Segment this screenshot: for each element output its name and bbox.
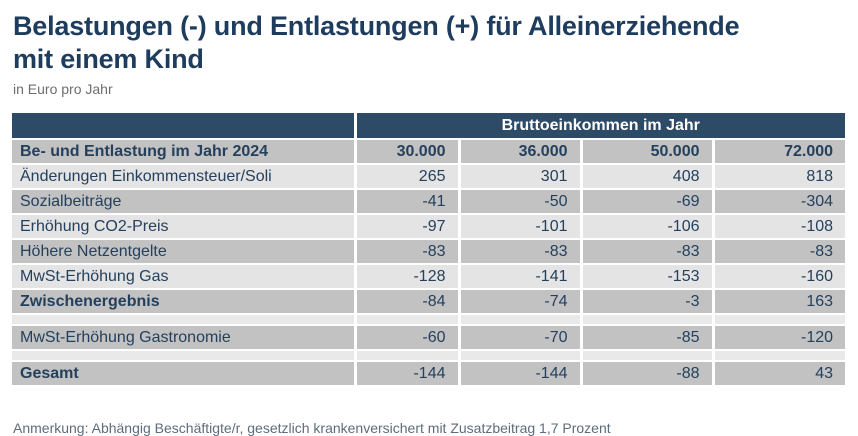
row-value: -144 [355,361,461,387]
row-value: 43 [713,361,846,387]
row-label: MwSt-Erhöhung Gas [12,264,357,290]
row-value: -50 [459,189,583,215]
spacer-cell [459,350,583,362]
row-value: -83 [581,239,715,265]
row-value: -108 [713,214,846,240]
table-row: Zwischenergebnis -84 -74 -3 163 [12,289,846,315]
table-row: Sozialbeiträge -41 -50 -69 -304 [12,189,846,215]
spacer-cell [12,350,357,362]
row-value: -83 [713,239,846,265]
row-label: Erhöhung CO2-Preis [12,214,357,240]
spacer-cell [459,314,583,326]
data-table: Bruttoeinkommen im Jahr Be- und Entlastu… [12,113,846,387]
spacer-cell [355,350,461,362]
row-value: -41 [355,189,461,215]
spacer-cell [713,350,846,362]
row-value: -60 [355,325,461,351]
row-label: Zwischenergebnis [12,289,357,315]
row-value: -74 [459,289,583,315]
table-row: MwSt-Erhöhung Gastronomie -60 -70 -85 -120 [12,325,846,351]
page-title-line-2: mit einem Kind [13,43,204,74]
column-header-label: Be- und Entlastung im Jahr 2024 [12,139,357,165]
row-label: Änderungen Einkommensteuer/Soli [12,164,357,190]
row-value: -83 [355,239,461,265]
row-value: 163 [713,289,846,315]
row-value: -144 [459,361,583,387]
row-value: -153 [581,264,715,290]
column-header-row: Be- und Entlastung im Jahr 2024 30.000 3… [12,139,846,165]
row-value: -97 [355,214,461,240]
row-value: 818 [713,164,846,190]
row-value: 301 [459,164,583,190]
row-label: Höhere Netzentgelte [12,239,357,265]
table-row: Erhöhung CO2-Preis -97 -101 -106 -108 [12,214,846,240]
spacer-row [12,314,846,326]
table-row: MwSt-Erhöhung Gas -128 -141 -153 -160 [12,264,846,290]
column-header-value: 30.000 [355,139,461,165]
group-header-empty-cell [12,113,357,140]
column-header-value: 50.000 [581,139,715,165]
footnote: Anmerkung: Abhängig Beschäftigte/r, gese… [13,420,611,436]
table-row: Höhere Netzentgelte -83 -83 -83 -83 [12,239,846,265]
row-value: 408 [581,164,715,190]
table-body: Bruttoeinkommen im Jahr Be- und Entlastu… [12,113,846,387]
row-label: MwSt-Erhöhung Gastronomie [12,325,357,351]
row-value: -120 [713,325,846,351]
page-title-line-1: Belastungen (-) und Entlastungen (+) für… [13,11,740,41]
column-header-value: 72.000 [713,139,846,165]
row-label: Sozialbeiträge [12,189,357,215]
row-value: -3 [581,289,715,315]
spacer-cell [581,314,715,326]
group-header-label: Bruttoeinkommen im Jahr [355,113,846,140]
row-value: -304 [713,189,846,215]
row-value: -69 [581,189,715,215]
row-value: 265 [355,164,461,190]
column-header-value: 36.000 [459,139,583,165]
row-value: -106 [581,214,715,240]
spacer-cell [713,314,846,326]
spacer-cell [581,350,715,362]
chart-header: Belastungen (-) und Entlastungen (+) für… [13,10,843,97]
row-value: -84 [355,289,461,315]
row-value: -101 [459,214,583,240]
row-value: -70 [459,325,583,351]
row-value: -88 [581,361,715,387]
spacer-row [12,350,846,362]
spacer-cell [355,314,461,326]
page-subtitle: in Euro pro Jahr [13,80,113,97]
table-row: Änderungen Einkommensteuer/Soli 265 301 408… [12,164,846,190]
group-header-row: Bruttoeinkommen im Jahr [12,113,846,140]
table-row: Gesamt -144 -144 -88 43 [12,361,846,387]
row-value: -160 [713,264,846,290]
row-value: -83 [459,239,583,265]
row-value: -141 [459,264,583,290]
row-value: -128 [355,264,461,290]
row-value: -85 [581,325,715,351]
spacer-cell [12,314,357,326]
row-label: Gesamt [12,361,357,387]
